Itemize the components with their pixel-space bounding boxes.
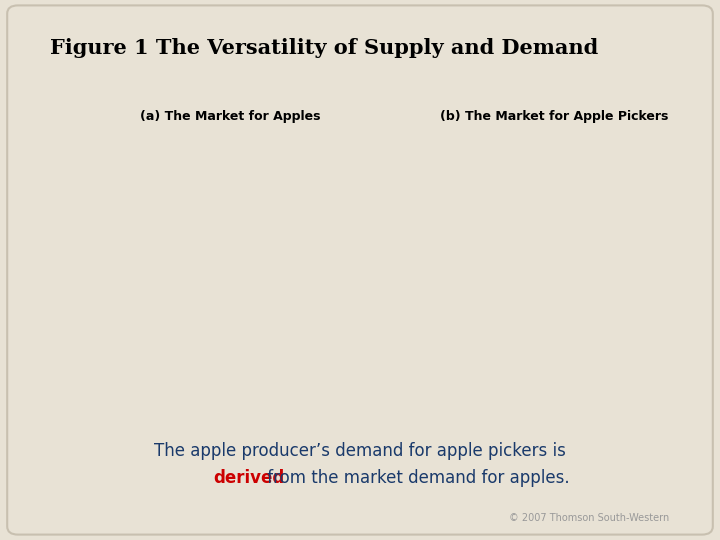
Text: P: P: [105, 268, 114, 282]
Text: (b) The Market for Apple Pickers: (b) The Market for Apple Pickers: [440, 110, 669, 123]
Text: Supply: Supply: [321, 171, 364, 184]
Text: 0: 0: [106, 421, 114, 434]
Text: Demand: Demand: [321, 360, 374, 373]
Text: Quantity of
Apples: Quantity of Apples: [270, 438, 349, 467]
Text: W: W: [424, 268, 438, 282]
Text: (a) The Market for Apples: (a) The Market for Apples: [140, 110, 320, 123]
Text: 0: 0: [430, 421, 438, 434]
Text: Demand: Demand: [645, 360, 698, 373]
Text: L: L: [551, 421, 558, 435]
Text: The apple producer’s demand for apple pickers is: The apple producer’s demand for apple pi…: [154, 442, 566, 460]
Text: from the market demand for apples.: from the market demand for apples.: [262, 469, 570, 487]
Text: Supply: Supply: [645, 171, 688, 184]
Text: Quantity of
Apple Pickers: Quantity of Apple Pickers: [578, 438, 673, 467]
Text: Wage of
Apple
Pickers: Wage of Apple Pickers: [379, 140, 436, 184]
Text: derived: derived: [213, 469, 284, 487]
Text: Q: Q: [225, 421, 236, 435]
Text: Price of
Apples: Price of Apples: [57, 140, 110, 168]
Text: © 2007 Thomson South-Western: © 2007 Thomson South-Western: [509, 514, 670, 523]
Text: Figure 1 The Versatility of Supply and Demand: Figure 1 The Versatility of Supply and D…: [50, 38, 598, 58]
